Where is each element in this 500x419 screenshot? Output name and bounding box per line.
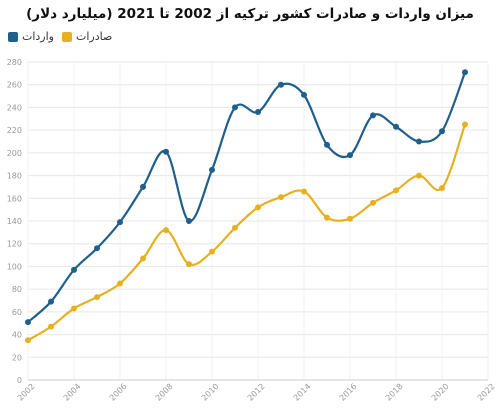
data-point-series-0 (140, 183, 146, 190)
x-tick-label: 2012 (246, 382, 267, 403)
y-tick-label: 0 (17, 376, 22, 385)
data-point-series-1 (278, 194, 284, 201)
data-point-series-0 (462, 69, 468, 76)
y-tick-label: 260 (7, 81, 22, 90)
data-point-series-1 (186, 261, 192, 268)
data-point-series-1 (209, 248, 215, 255)
data-point-series-1 (117, 280, 123, 287)
x-tick-label: 2004 (62, 382, 83, 403)
data-point-series-0 (209, 166, 215, 173)
data-point-series-1 (232, 224, 238, 231)
x-tick-label: 2014 (292, 382, 313, 403)
data-point-series-0 (232, 104, 238, 111)
y-tick-label: 180 (7, 172, 22, 181)
legend-swatch-exports (62, 31, 72, 42)
legend-label-imports: واردات (22, 30, 54, 43)
data-point-series-0 (94, 245, 100, 252)
data-point-series-0 (186, 218, 192, 224)
data-point-series-0 (439, 128, 445, 135)
legend-label-exports: صادرات (76, 30, 113, 43)
x-tick-label: 2018 (384, 382, 405, 403)
data-point-series-1 (301, 188, 307, 195)
x-tick-label: 2010 (200, 382, 221, 403)
x-tick-label: 2020 (430, 382, 451, 403)
data-point-series-0 (370, 112, 376, 119)
data-point-series-0 (324, 141, 330, 148)
data-point-series-0 (416, 138, 422, 145)
x-tick-label: 2006 (108, 382, 129, 403)
data-point-series-1 (416, 172, 422, 179)
y-tick-label: 40 (12, 331, 22, 340)
legend-item-imports[interactable]: واردات (8, 30, 54, 43)
data-point-series-1 (462, 121, 468, 128)
data-point-series-1 (393, 187, 399, 194)
legend-swatch-imports (8, 31, 18, 42)
data-point-series-0 (117, 219, 123, 226)
data-point-series-1 (439, 185, 445, 192)
data-point-series-1 (163, 227, 169, 234)
data-point-series-1 (25, 337, 31, 344)
data-point-series-0 (278, 81, 284, 88)
data-point-series-0 (393, 123, 399, 130)
y-tick-label: 200 (7, 149, 22, 158)
chart-title: میزان واردات و صادرات کشور ترکیه از 2002… (26, 6, 474, 22)
series-line-0 (27, 71, 467, 323)
y-tick-label: 140 (7, 217, 22, 226)
data-point-series-0 (48, 298, 54, 305)
legend: واردات صادرات (8, 30, 120, 43)
data-point-series-1 (48, 323, 54, 330)
y-tick-label: 240 (7, 103, 22, 112)
data-point-series-0 (347, 152, 353, 159)
data-point-series-1 (71, 305, 77, 312)
data-point-series-1 (255, 204, 261, 211)
data-point-series-1 (347, 215, 353, 222)
y-tick-label: 20 (12, 353, 22, 362)
data-point-series-0 (163, 148, 169, 155)
x-tick-label: 2016 (338, 382, 359, 403)
data-point-series-1 (140, 255, 146, 262)
data-point-series-0 (255, 108, 261, 115)
y-tick-label: 160 (7, 194, 22, 203)
data-point-series-0 (301, 91, 307, 98)
y-tick-label: 120 (7, 240, 22, 249)
data-point-series-0 (71, 266, 77, 273)
y-tick-label: 60 (12, 308, 22, 317)
y-tick-label: 100 (7, 262, 22, 271)
x-tick-label: 2022 (476, 382, 497, 403)
y-tick-label: 220 (7, 126, 22, 135)
legend-item-exports[interactable]: صادرات (62, 30, 112, 43)
y-tick-label: 80 (12, 285, 22, 294)
series-line-1 (27, 124, 467, 342)
x-tick-label: 2008 (154, 382, 175, 403)
data-point-series-1 (324, 214, 330, 221)
y-tick-label: 280 (7, 58, 22, 67)
data-point-series-1 (94, 294, 100, 301)
data-point-series-0 (25, 319, 31, 326)
data-point-series-1 (370, 199, 376, 206)
